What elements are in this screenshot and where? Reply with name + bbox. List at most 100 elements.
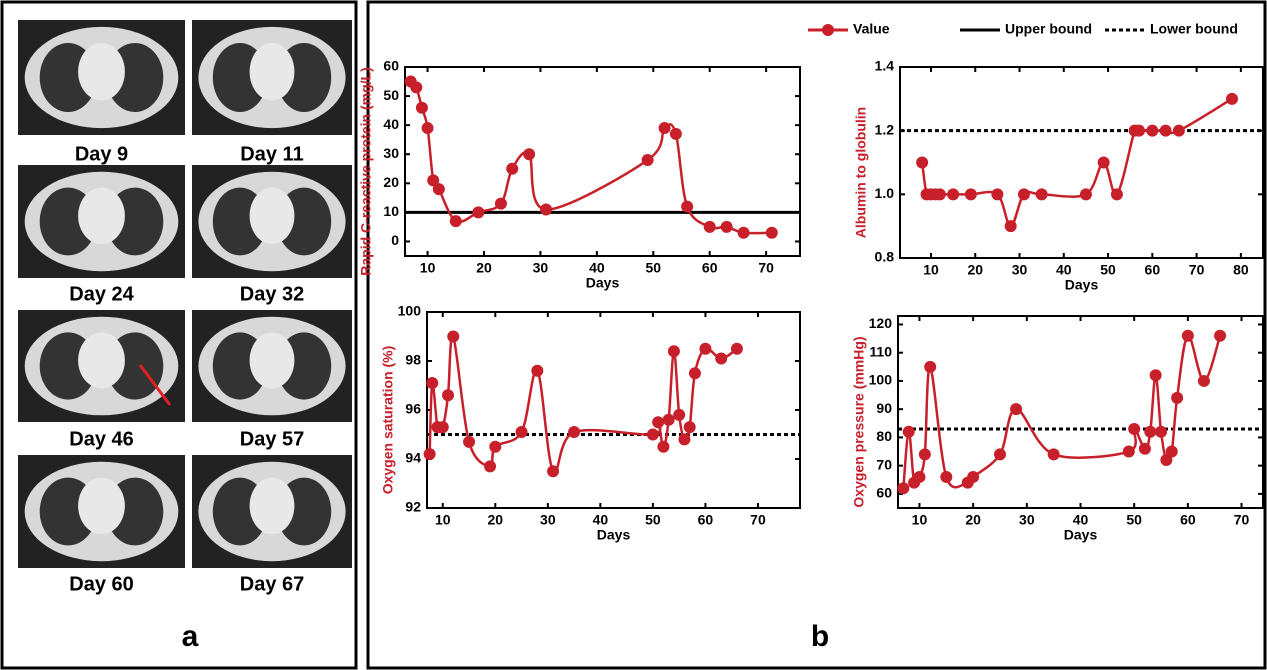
value-point <box>540 203 553 216</box>
y-tick-label: 1.4 <box>875 58 895 74</box>
value-point <box>436 421 449 434</box>
y-axis-label: Rapid C-reactive protein (mg/L) <box>358 67 374 275</box>
x-tick-label: 40 <box>589 260 605 276</box>
value-point <box>1035 188 1048 201</box>
value-point <box>1110 188 1123 201</box>
value-point <box>1171 391 1184 404</box>
arrow <box>138 364 172 406</box>
value-point <box>720 220 733 233</box>
x-tick-label: 60 <box>702 260 718 276</box>
value-point <box>506 162 519 175</box>
x-tick-label: 50 <box>1100 262 1116 278</box>
value-point <box>669 127 682 140</box>
y-axis-label: Oxygen pressure (mmHg) <box>851 336 867 507</box>
ct-heart <box>78 43 125 101</box>
image-label: Day 46 <box>69 428 134 450</box>
value-point <box>1010 403 1023 416</box>
value-point <box>410 81 423 94</box>
x-tick-label: 10 <box>912 512 928 528</box>
x-tick-label: 10 <box>923 262 939 278</box>
value-point <box>681 200 694 213</box>
y-tick-label: 0.8 <box>875 249 895 265</box>
ct-heart <box>249 43 295 101</box>
x-tick-label: 70 <box>1189 262 1205 278</box>
x-tick-label: 70 <box>1234 512 1250 528</box>
value-point <box>662 413 675 426</box>
image-label: Day 67 <box>240 573 305 595</box>
value-line <box>920 97 1233 228</box>
value-point <box>515 426 528 439</box>
x-axis-label: Days <box>597 527 631 543</box>
y-tick-label: 70 <box>876 456 892 472</box>
value-point <box>432 183 445 196</box>
value-point <box>902 425 915 438</box>
y-tick-label: 100 <box>869 372 893 388</box>
y-tick-label: 10 <box>383 203 399 219</box>
value-point <box>1138 442 1151 455</box>
x-axis-label: Days <box>1064 527 1098 543</box>
value-point <box>967 470 980 483</box>
value-point <box>1149 369 1162 382</box>
y-tick-label: 30 <box>383 145 399 161</box>
value-point <box>641 154 654 167</box>
value-point <box>1214 329 1227 342</box>
legend-label: Upper bound <box>1005 21 1092 37</box>
value-point <box>688 367 701 380</box>
value-point <box>918 448 931 461</box>
value-point <box>421 122 434 135</box>
plot-frame <box>404 66 801 257</box>
x-tick-label: 50 <box>1126 512 1142 528</box>
image-label: Day 57 <box>240 428 305 450</box>
value-point <box>1017 188 1030 201</box>
x-tick-label: 30 <box>540 512 556 528</box>
image-label: Day 11 <box>240 143 303 165</box>
x-tick-label: 50 <box>645 512 661 528</box>
y-tick-label: 50 <box>383 87 399 103</box>
x-tick-label: 60 <box>698 512 714 528</box>
plot-frame <box>899 66 1264 259</box>
value-point <box>658 122 671 135</box>
value-point <box>449 215 462 228</box>
value-point <box>913 470 926 483</box>
y-axis-label: Oxygen saturation (%) <box>380 346 396 495</box>
value-line <box>902 334 1222 489</box>
value-point <box>1097 156 1110 169</box>
y-tick-label: 92 <box>405 499 421 515</box>
y-tick-label: 0 <box>391 232 399 248</box>
x-axis-label: Days <box>586 275 620 291</box>
value-point <box>1122 445 1135 458</box>
ct-heart <box>249 187 295 245</box>
x-tick-label: 20 <box>967 262 983 278</box>
x-tick-label: 20 <box>965 512 981 528</box>
value-point <box>426 377 439 390</box>
ct-images <box>18 20 352 568</box>
y-tick-label: 100 <box>398 303 422 319</box>
plot-frame <box>426 311 801 509</box>
y-tick-label: 1.0 <box>875 185 895 201</box>
value-point <box>523 148 536 161</box>
value-point <box>1144 425 1157 438</box>
value-point <box>1133 124 1146 137</box>
value-point <box>568 426 581 439</box>
y-tick-label: 60 <box>383 58 399 74</box>
value-point <box>463 435 476 448</box>
x-tick-label: 30 <box>1019 512 1035 528</box>
y-tick-label: 1.2 <box>875 121 895 137</box>
value-point <box>924 360 937 373</box>
value-point <box>1004 220 1017 233</box>
value-point <box>964 188 977 201</box>
value-point <box>1165 445 1178 458</box>
x-tick-label: 30 <box>533 260 549 276</box>
y-tick-label: 120 <box>869 315 893 331</box>
image-label: Day 9 <box>75 143 128 165</box>
x-tick-label: 80 <box>1233 262 1249 278</box>
value-point <box>1197 374 1210 387</box>
x-tick-label: 40 <box>1056 262 1072 278</box>
x-tick-label: 10 <box>420 260 436 276</box>
panel-a-frame <box>0 0 358 670</box>
value-line <box>409 80 772 235</box>
value-point <box>1226 92 1239 105</box>
value-point <box>737 226 750 239</box>
value-point <box>1047 448 1060 461</box>
